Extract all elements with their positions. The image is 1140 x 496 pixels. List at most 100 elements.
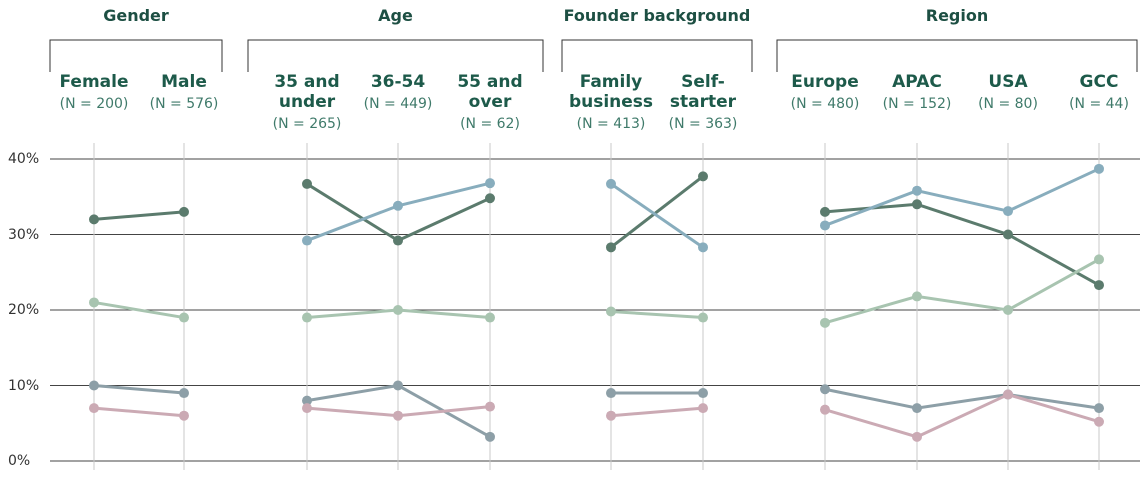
category-label: GCC	[1079, 72, 1119, 92]
series-line	[824, 392, 1100, 439]
category: APAC (N = 152)	[874, 72, 960, 113]
group-bracket	[49, 39, 223, 72]
group-title: Founder background	[563, 6, 751, 25]
point	[89, 380, 99, 391]
point	[606, 410, 616, 421]
point	[1003, 229, 1013, 240]
point	[302, 395, 312, 406]
series-line	[610, 175, 704, 249]
point	[698, 312, 708, 323]
sample-size: (N = 62)	[460, 116, 520, 132]
point	[393, 235, 403, 246]
point	[179, 312, 189, 323]
point	[485, 178, 495, 189]
point	[393, 380, 403, 391]
point	[89, 297, 99, 308]
point	[89, 403, 99, 414]
point	[1094, 416, 1104, 427]
category-label: 35 and under	[274, 72, 340, 112]
category: Family business (N = 413)	[568, 72, 654, 133]
point	[1003, 206, 1013, 217]
series-line	[824, 202, 1100, 287]
point	[179, 388, 189, 399]
sample-size: (N = 363)	[668, 116, 738, 132]
point	[485, 193, 495, 204]
point	[1094, 280, 1104, 291]
series-line	[610, 310, 704, 320]
series-line	[610, 182, 704, 249]
point	[606, 306, 616, 317]
point	[179, 206, 189, 217]
y-tick-label: 30%	[8, 226, 40, 243]
point	[393, 305, 403, 315]
point	[485, 431, 495, 442]
point	[485, 401, 495, 412]
point	[912, 431, 922, 442]
point	[820, 384, 830, 395]
point	[1094, 163, 1104, 174]
point	[606, 178, 616, 189]
point	[302, 312, 312, 323]
point	[606, 242, 616, 253]
group-bracket	[561, 39, 753, 72]
group-title: Region	[925, 6, 989, 25]
category-label: 36-54	[370, 72, 426, 92]
point	[1003, 305, 1013, 315]
category-label: 55 and over	[457, 72, 523, 112]
series-line	[93, 210, 185, 221]
point	[820, 317, 830, 328]
series-line	[610, 406, 704, 418]
sample-size: (N = 44)	[1069, 96, 1129, 112]
series-line	[824, 167, 1100, 227]
sample-size: (N = 480)	[790, 96, 860, 112]
point	[1094, 403, 1104, 414]
point	[698, 171, 708, 182]
sample-size: (N = 413)	[576, 116, 646, 132]
sample-size: (N = 265)	[272, 116, 342, 132]
category: GCC (N = 44)	[1056, 72, 1140, 113]
y-tick-label: 40%	[8, 151, 40, 167]
point	[698, 388, 708, 399]
point	[912, 403, 922, 414]
point	[820, 206, 830, 217]
group-bracket	[776, 39, 1138, 72]
series-line	[93, 300, 185, 320]
series-line	[824, 258, 1100, 325]
category: 36-54 (N = 449)	[355, 72, 441, 113]
group-title: Age	[378, 6, 413, 25]
point	[820, 404, 830, 415]
category-label: Family business	[568, 72, 654, 112]
category: Female (N = 200)	[51, 72, 137, 113]
category: 35 and under (N = 265)	[264, 72, 350, 133]
category-label: USA	[988, 72, 1028, 92]
point	[606, 388, 616, 399]
sample-size: (N = 152)	[882, 96, 952, 112]
series-line	[93, 384, 185, 395]
group-title: Gender	[103, 6, 169, 25]
sample-size: (N = 576)	[149, 96, 219, 112]
y-tick-label: 20%	[8, 302, 40, 318]
point	[1003, 389, 1013, 400]
point	[698, 242, 708, 253]
category-label: APAC	[892, 72, 942, 92]
category-label: Male	[161, 72, 207, 92]
point	[1094, 254, 1104, 265]
y-tick-label: 10%	[8, 377, 40, 394]
point	[912, 185, 922, 196]
point	[393, 200, 403, 211]
point	[302, 178, 312, 189]
group-bracket	[247, 39, 544, 72]
point	[912, 291, 922, 302]
category: USA (N = 80)	[965, 72, 1051, 113]
point	[912, 199, 922, 210]
category: 55 and over (N = 62)	[447, 72, 533, 133]
series-line	[824, 387, 1100, 410]
point	[485, 312, 495, 323]
point	[89, 214, 99, 225]
point	[820, 220, 830, 231]
sample-size: (N = 80)	[978, 96, 1038, 112]
y-tick-label: 0%	[8, 453, 31, 469]
point	[393, 410, 403, 421]
category: Self-starter (N = 363)	[660, 72, 746, 133]
